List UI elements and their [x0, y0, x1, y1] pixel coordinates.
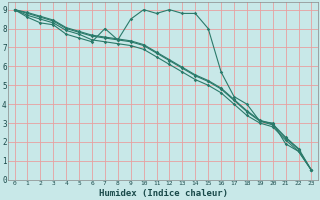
X-axis label: Humidex (Indice chaleur): Humidex (Indice chaleur)	[99, 189, 228, 198]
